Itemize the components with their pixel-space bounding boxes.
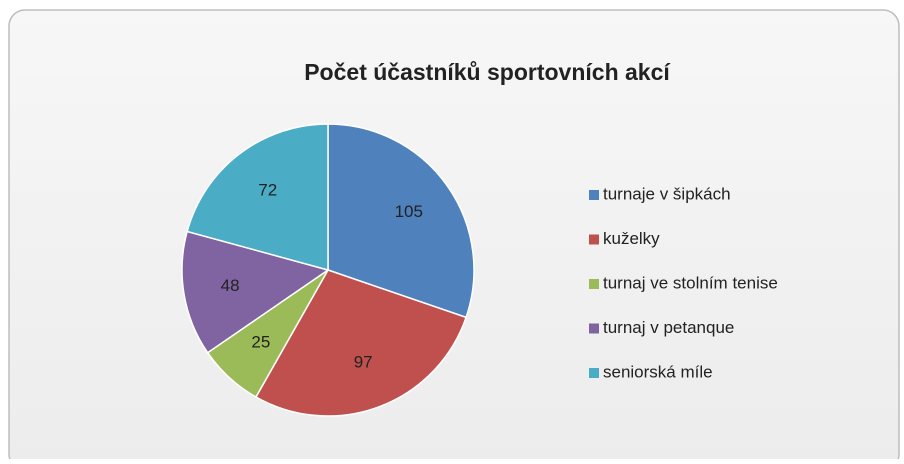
legend-label: turnaj ve stolním tenise bbox=[603, 273, 778, 292]
legend-label: turnaj v petanque bbox=[603, 318, 734, 337]
legend-swatch bbox=[589, 279, 599, 289]
pie-slice bbox=[186, 123, 329, 271]
data-label: 97 bbox=[354, 352, 373, 371]
legend-label: turnaje v šipkách bbox=[603, 184, 731, 203]
legend-swatch bbox=[589, 323, 599, 334]
pie-slice bbox=[327, 123, 475, 319]
legend-label: seniorská míle bbox=[603, 362, 713, 381]
data-label: 105 bbox=[395, 202, 423, 221]
legend-swatch bbox=[589, 368, 599, 378]
legend-label: kuželky bbox=[603, 229, 660, 248]
pie-slice bbox=[254, 269, 468, 417]
data-label: 72 bbox=[258, 181, 277, 200]
data-label: 48 bbox=[221, 276, 240, 295]
pie-slice bbox=[181, 230, 330, 354]
legend-swatch bbox=[589, 234, 599, 245]
legend-swatch bbox=[589, 190, 599, 200]
data-label: 25 bbox=[251, 333, 270, 352]
chart-title: Počet účastníků sportovních akcí bbox=[304, 59, 671, 85]
